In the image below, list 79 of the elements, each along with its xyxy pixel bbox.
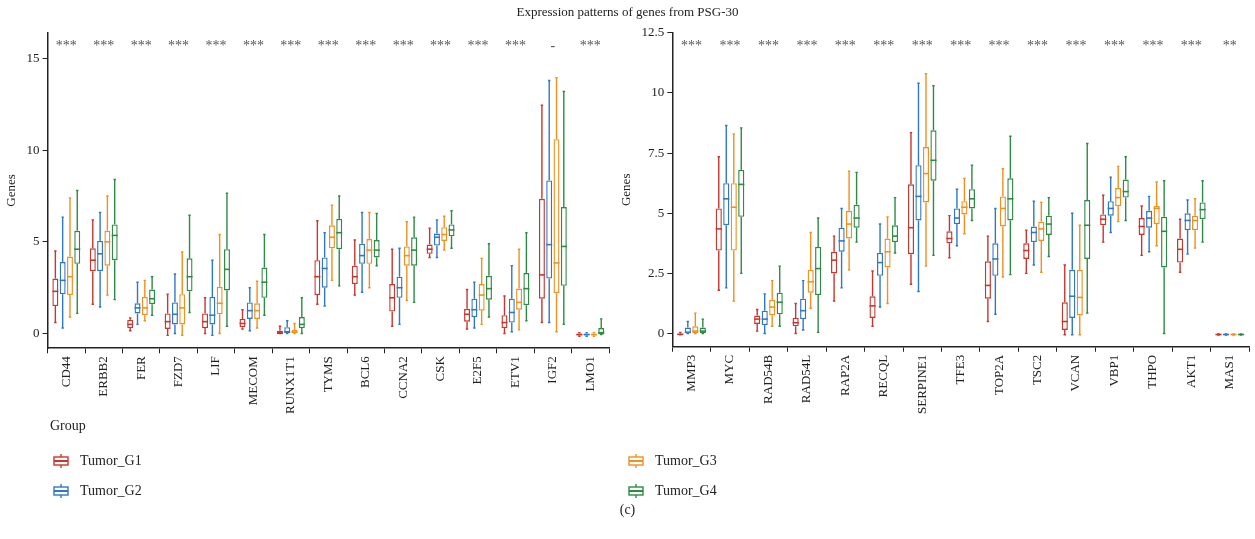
x-tick-label: MECOM: [244, 355, 260, 406]
legend-label: Tumor_G4: [655, 483, 717, 499]
annotation: ***: [579, 38, 601, 54]
y-tick-label: 10: [26, 141, 40, 157]
annotation: ***: [355, 38, 377, 54]
x-tick-label: BCL6: [357, 355, 373, 389]
annotation: ***: [834, 38, 856, 54]
x-tick-label: VCAN: [1067, 354, 1083, 392]
x-tick-label: E2F5: [469, 356, 485, 385]
y-axis-title: Genes: [618, 173, 634, 207]
annotation: ***: [1142, 38, 1164, 54]
annotation: ***: [55, 38, 77, 54]
annotation: **: [1222, 38, 1237, 54]
x-tick-label: FER: [132, 355, 148, 381]
annotation: ***: [950, 38, 972, 54]
text: (c): [618, 502, 637, 518]
legend-label: Tumor_G1: [80, 453, 142, 469]
x-tick-label: RAP2A: [836, 354, 852, 396]
legend-label: Tumor_G3: [655, 453, 717, 469]
y-tick-label: 10: [651, 84, 665, 100]
y-tick-label: 0: [657, 324, 665, 340]
legend-label: Tumor_G2: [80, 483, 142, 499]
annotation: -: [550, 38, 556, 54]
x-tick-label: ERBB2: [95, 356, 111, 397]
x-tick-label: RECQL: [875, 354, 891, 398]
annotation: ***: [430, 38, 452, 54]
x-tick-label: FZD7: [170, 355, 186, 388]
x-tick-label: CCNA2: [394, 356, 410, 399]
annotation: ***: [757, 38, 779, 54]
x-tick-label: MMP3: [682, 354, 698, 392]
x-tick-label: LIF: [207, 356, 223, 376]
x-tick-label: RUNX1T1: [282, 356, 298, 414]
y-tick-label: 5: [33, 233, 40, 249]
annotation: ***: [873, 38, 895, 54]
x-tick-label: VBP1: [1105, 354, 1121, 387]
x-tick-label: TSC2: [1028, 354, 1044, 386]
chart-title: Expression patterns of genes from PSG-30: [515, 3, 740, 21]
annotation: ***: [317, 38, 339, 54]
annotation: ***: [1065, 38, 1087, 54]
x-tick-label: RAD54L: [798, 354, 814, 404]
x-tick-label: AKT1: [1182, 354, 1198, 388]
y-tick-label: 5: [657, 204, 665, 220]
annotation: ***: [1180, 38, 1202, 54]
legend-title: Group: [50, 418, 87, 434]
annotation: ***: [504, 38, 526, 54]
x-tick-label: SERPINE1: [913, 354, 929, 414]
y-tick-label: 15: [26, 49, 40, 65]
annotation: ***: [681, 38, 703, 54]
y-tick-label: 2.5: [648, 264, 665, 280]
annotation: ***: [242, 38, 264, 54]
annotation: ***: [93, 38, 115, 54]
annotation: ***: [280, 38, 302, 54]
annotation: ***: [1103, 38, 1125, 54]
annotation: ***: [911, 38, 933, 54]
x-tick-label: TFE3: [952, 354, 968, 385]
y-tick-label: 0: [33, 324, 40, 340]
x-tick-label: MYC: [721, 354, 737, 385]
x-tick-label: ETV1: [506, 356, 522, 388]
annotation: ***: [205, 38, 227, 54]
annotation: ***: [392, 38, 414, 54]
annotation: ***: [1027, 38, 1049, 54]
annotation: ***: [130, 38, 152, 54]
annotation: ***: [719, 38, 741, 54]
x-tick-label: CSK: [432, 355, 447, 382]
x-tick-label: CD44: [57, 355, 73, 388]
annotation: ***: [988, 38, 1010, 54]
x-tick-label: LMO1: [581, 356, 597, 392]
y-tick-label: 7.5: [648, 144, 665, 160]
annotation: ***: [796, 38, 818, 54]
x-tick-label: RAD54B: [759, 354, 775, 404]
x-tick-label: TOP2A: [990, 354, 1006, 395]
y-axis-title: Genes: [3, 174, 19, 207]
x-tick-label: MAS1: [1221, 354, 1237, 390]
x-tick-label: TYMS: [319, 356, 335, 393]
annotation: ***: [168, 38, 190, 54]
x-tick-label: IGF2: [544, 356, 560, 384]
x-tick-label: THPO: [1144, 354, 1160, 389]
y-tick-label: 12.5: [641, 24, 665, 40]
annotation: ***: [467, 38, 489, 54]
